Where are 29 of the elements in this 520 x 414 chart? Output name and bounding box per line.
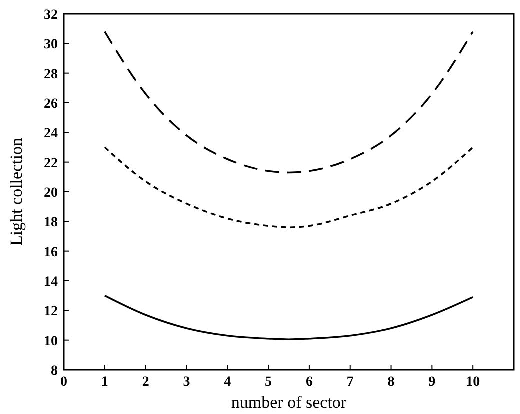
x-tick-label: 1 bbox=[101, 375, 108, 390]
y-tick-label: 8 bbox=[51, 364, 58, 379]
y-tick-label: 18 bbox=[44, 216, 58, 231]
x-tick-label: 0 bbox=[60, 375, 68, 390]
x-tick-label: 10 bbox=[466, 375, 480, 390]
y-tick-label: 30 bbox=[44, 38, 58, 53]
y-tick-label: 16 bbox=[44, 245, 58, 260]
y-tick-label: 22 bbox=[44, 156, 58, 172]
x-tick-label: 6 bbox=[306, 375, 313, 390]
x-tick-label: 9 bbox=[428, 375, 436, 390]
x-tick-label: 4 bbox=[224, 375, 232, 390]
line-series bbox=[104, 294, 474, 340]
x-tick-label: 8 bbox=[388, 375, 395, 390]
y-tick-label: 20 bbox=[44, 186, 58, 201]
line-series bbox=[104, 30, 474, 174]
y-tick-label: 12 bbox=[44, 304, 58, 320]
x-tick-label: 5 bbox=[265, 375, 272, 390]
y-axis-title: Light collection bbox=[7, 137, 26, 246]
x-tick-label: 7 bbox=[346, 375, 354, 390]
line-series bbox=[104, 146, 474, 228]
y-tick-label: 28 bbox=[44, 67, 58, 82]
y-tick-label: 32 bbox=[44, 8, 58, 23]
y-tick-label: 26 bbox=[44, 97, 58, 112]
x-tick-label: 3 bbox=[183, 375, 190, 390]
y-tick-label: 24 bbox=[44, 126, 58, 142]
x-axis-title: number of sector bbox=[231, 393, 347, 412]
x-tick-label: 2 bbox=[142, 375, 150, 390]
y-tick-label: 14 bbox=[44, 275, 58, 290]
y-tick-label: 10 bbox=[44, 334, 58, 350]
